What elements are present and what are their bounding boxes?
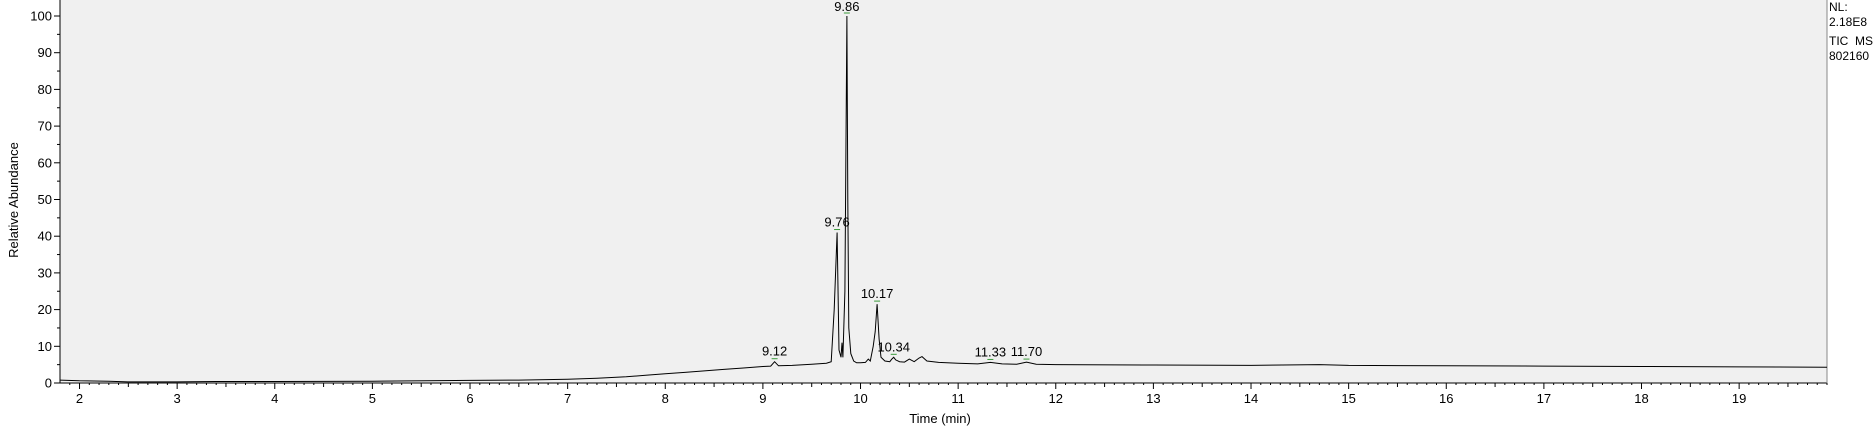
- peak-label: 11.70: [1011, 344, 1043, 359]
- x-tick-label: 13: [1146, 391, 1160, 406]
- y-tick-label: 30: [38, 265, 52, 280]
- x-tick-label: 11: [951, 391, 965, 406]
- side-info: NL: 2.18E8 TIC MS 802160: [1829, 0, 1873, 63]
- x-tick-label: 5: [369, 391, 376, 406]
- y-tick-label: 60: [38, 155, 52, 170]
- x-tick-label: 18: [1634, 391, 1648, 406]
- x-tick-label: 14: [1244, 391, 1258, 406]
- y-axis-title: Relative Abundance: [6, 142, 21, 258]
- x-tick-label: 7: [564, 391, 571, 406]
- peak-label: 9.86: [834, 0, 859, 14]
- y-tick-label: 70: [38, 119, 52, 134]
- x-tick-label: 15: [1341, 391, 1355, 406]
- x-tick-label: 3: [174, 391, 181, 406]
- peak-label: 11.33: [975, 344, 1007, 359]
- x-tick-label: 10: [853, 391, 867, 406]
- x-tick-label: 16: [1439, 391, 1453, 406]
- peak-label: 9.76: [824, 215, 849, 230]
- x-tick-label: 17: [1537, 391, 1551, 406]
- x-tick-label: 9: [759, 391, 766, 406]
- y-axis: 0 10 20 30 40 50 60 70 80 90 100: [30, 0, 1828, 391]
- y-tick-label: 0: [45, 376, 52, 391]
- side-info-line4: 802160: [1829, 49, 1869, 63]
- x-tick-label: 19: [1732, 391, 1746, 406]
- x-axis: 2 3 4 5 6 7 8 9 10 11 12 13 14 15 16 17 18 19: [60, 382, 1828, 406]
- x-tick-label: 8: [662, 391, 669, 406]
- peak-label: 10.34: [877, 339, 910, 354]
- peak-label: 10.17: [861, 286, 894, 301]
- peak-labels: 9.12 9.76 9.86 10.17 10.34 11.33 11.70: [762, 0, 1043, 360]
- y-tick-label: 50: [38, 192, 52, 207]
- x-axis-title: Time (min): [909, 411, 971, 426]
- x-tick-label: 6: [466, 391, 473, 406]
- plot-area: [60, 0, 1827, 383]
- side-info-line3: TIC MS: [1829, 34, 1873, 48]
- side-info-line2: 2.18E8: [1829, 15, 1867, 29]
- y-tick-label: 40: [38, 229, 52, 244]
- x-tick-label: 12: [1049, 391, 1063, 406]
- y-tick-label: 80: [38, 82, 52, 97]
- chromatogram-trace: [59, 15, 1828, 383]
- y-tick-label: 90: [38, 45, 52, 60]
- peak-label: 9.12: [762, 344, 787, 359]
- x-tick-label: 4: [271, 391, 278, 406]
- y-tick-label: 100: [30, 9, 52, 24]
- y-tick-label: 20: [38, 302, 52, 317]
- y-tick-label: 10: [38, 339, 52, 354]
- x-tick-label: 2: [76, 391, 83, 406]
- side-info-line1: NL:: [1829, 0, 1848, 14]
